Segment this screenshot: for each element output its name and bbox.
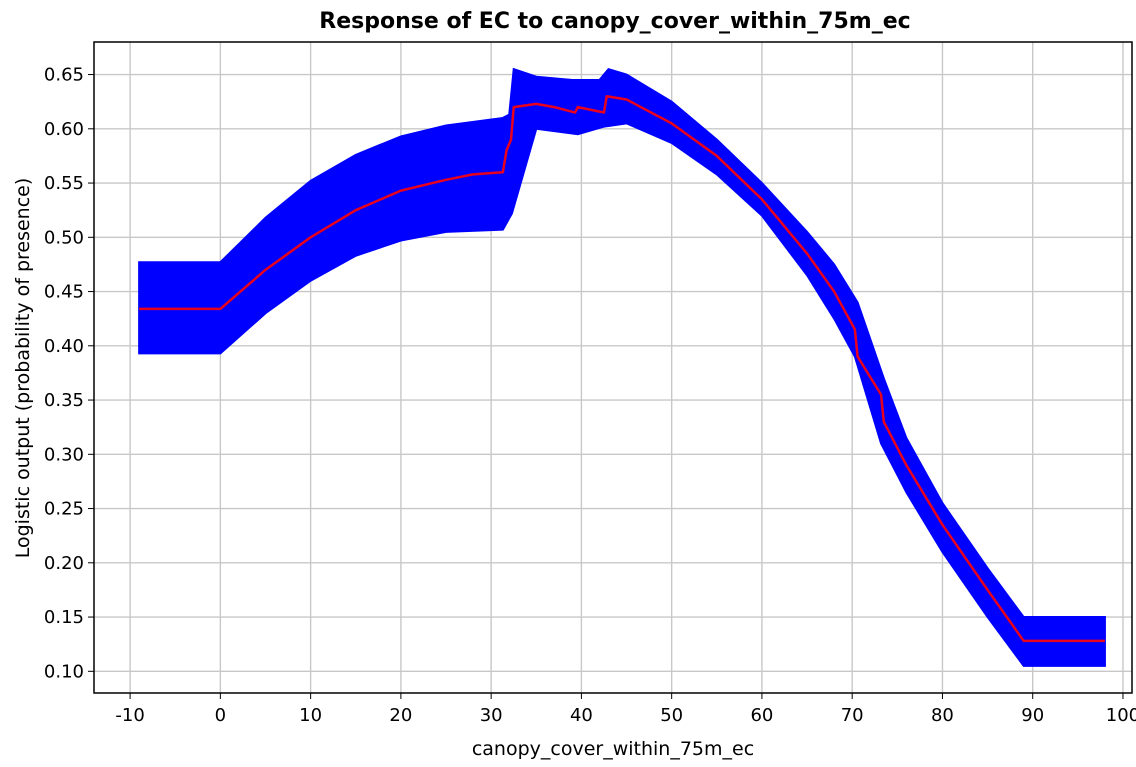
- x-tick-label: 20: [389, 705, 412, 726]
- mean-response-line: [139, 95, 1105, 643]
- x-tick-label: 30: [480, 705, 503, 726]
- y-axis-label: Logistic output (probability of presence…: [12, 178, 34, 559]
- y-tick-label: 0.15: [44, 607, 84, 628]
- chart-title: Response of EC to canopy_cover_within_75…: [319, 9, 910, 34]
- y-tick-label: 0.35: [44, 390, 84, 411]
- y-tick-label: 0.30: [44, 444, 84, 465]
- x-tick-label: 40: [570, 705, 593, 726]
- y-tick-label: 0.40: [44, 336, 84, 357]
- x-tick-label: 100: [1106, 705, 1136, 726]
- y-tick-label: 0.60: [44, 119, 84, 140]
- x-tick-label: 90: [1021, 705, 1044, 726]
- y-tick-label: 0.20: [44, 553, 84, 574]
- y-tick-label: 0.25: [44, 499, 84, 520]
- y-tick-label: 0.55: [44, 173, 84, 194]
- x-tick-label: 60: [750, 705, 773, 726]
- axis-ticks: -10 0 10 20 30 40 50 60 70 80 90 100 0.10 0.15 0.20 0.2…: [44, 65, 1136, 726]
- y-tick-label: 0.10: [44, 661, 84, 682]
- y-tick-label: 0.50: [44, 227, 84, 248]
- confidence-band-area: [138, 67, 1106, 667]
- y-tick-label: 0.65: [44, 65, 84, 86]
- x-tick-label: 80: [931, 705, 954, 726]
- mean-response-polyline: [139, 95, 1105, 643]
- x-tick-label: 10: [299, 705, 322, 726]
- plot-frame: [93, 41, 1133, 694]
- x-tick-label: 70: [841, 705, 864, 726]
- x-tick-label: 50: [660, 705, 683, 726]
- y-tick-label: 0.45: [44, 282, 84, 303]
- x-axis-label: canopy_cover_within_75m_ec: [472, 738, 754, 760]
- x-tick-label: 0: [215, 705, 226, 726]
- x-tick-label: -10: [115, 705, 144, 726]
- confidence-band: [138, 67, 1106, 667]
- grid: [94, 42, 1132, 693]
